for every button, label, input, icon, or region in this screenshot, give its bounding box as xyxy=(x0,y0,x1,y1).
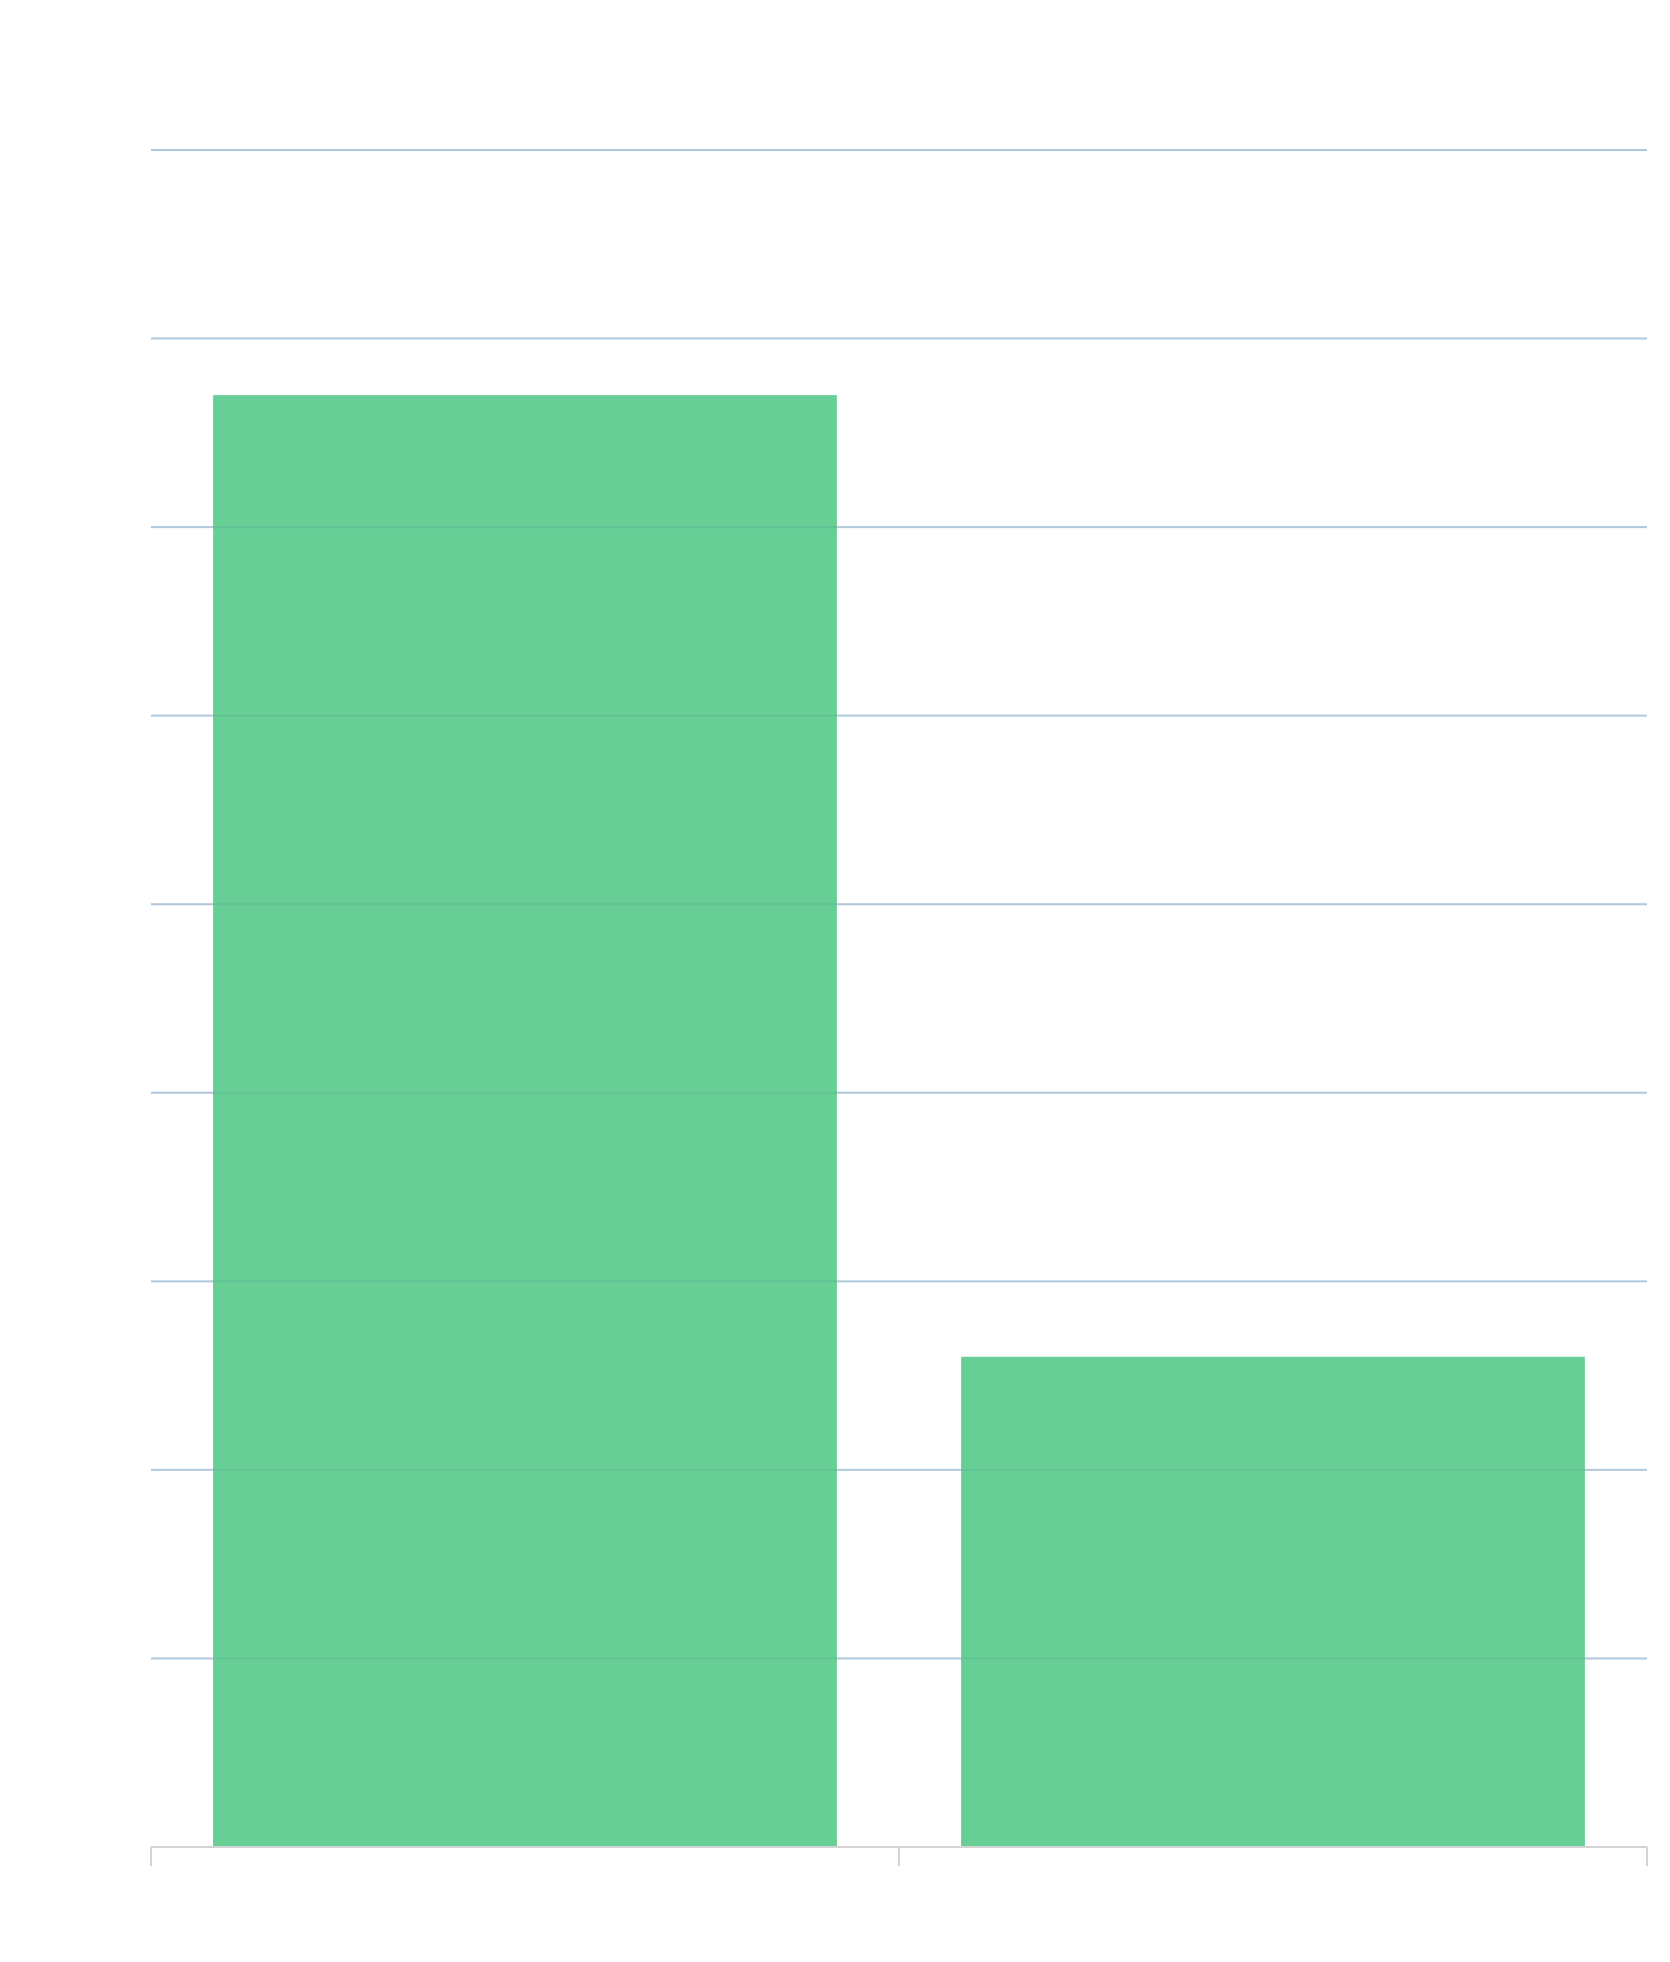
bar-layer xyxy=(151,149,1647,1848)
x-axis xyxy=(150,1846,1648,1866)
bar-2 xyxy=(961,1356,1585,1847)
bar-1 xyxy=(213,395,837,1848)
